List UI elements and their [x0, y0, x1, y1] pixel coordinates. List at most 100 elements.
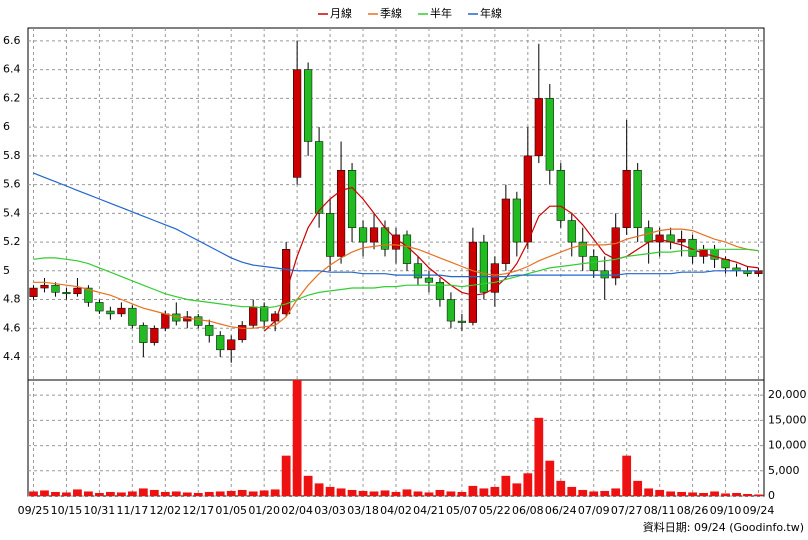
volume-bar	[347, 489, 357, 496]
volume-tick-label: 15,000	[768, 413, 807, 426]
candle-body	[545, 98, 554, 171]
y-tick-label: 4.6	[3, 321, 21, 334]
y-tick-label: 5.6	[3, 178, 21, 191]
candle-body	[622, 169, 631, 228]
y-tick-label: 6.4	[3, 63, 21, 76]
x-tick-label: 04/02	[380, 504, 412, 517]
candle-body	[611, 227, 620, 279]
candle-body	[73, 287, 82, 295]
volume-bar	[468, 485, 478, 496]
candle-body	[490, 263, 499, 293]
volume-bar	[589, 491, 599, 496]
candle-body	[534, 98, 543, 157]
volume-bar	[567, 486, 577, 496]
volume-bar	[248, 491, 258, 496]
candle-body	[128, 307, 137, 326]
volume-bar	[743, 493, 752, 496]
volume-bar	[578, 489, 588, 496]
volume-bar	[62, 492, 71, 496]
candle-body	[633, 169, 642, 228]
y-tick-label: 5.2	[3, 235, 21, 248]
y-tick-label: 4.8	[3, 293, 21, 306]
y-tick-label: 6.6	[3, 34, 21, 47]
x-tick-label: 09/10	[710, 504, 742, 517]
volume-bar	[655, 489, 665, 496]
y-tick-label: 4.4	[3, 350, 21, 363]
volume-bar	[622, 455, 632, 496]
candle-body	[194, 316, 203, 326]
y-tick-label: 5.4	[3, 206, 21, 219]
candle-body	[139, 325, 148, 343]
y-tick-label: 5.8	[3, 149, 21, 162]
volume-bar	[193, 492, 203, 496]
x-tick-label: 10/15	[51, 504, 83, 517]
volume-bar	[51, 491, 60, 496]
x-tick-label: 03/18	[347, 504, 379, 517]
volume-bar	[633, 480, 643, 496]
legend-label: 季線	[380, 6, 402, 20]
legend-label: 半年	[430, 6, 452, 20]
candle-body	[589, 256, 598, 272]
x-tick-label: 09/24	[743, 504, 775, 517]
candle-body	[51, 284, 60, 293]
x-tick-label: 03/03	[314, 504, 346, 517]
volume-bar	[424, 492, 434, 496]
volume-tick-label: 10,000	[768, 439, 807, 452]
y-tick-label: 6	[3, 120, 10, 133]
volume-bar	[699, 492, 708, 496]
volume-tick-label: 0	[768, 489, 775, 502]
volume-bar	[204, 491, 214, 496]
candle-body	[84, 287, 93, 303]
volume-bar	[523, 473, 533, 496]
candle-body	[95, 302, 104, 312]
volume-tick-label: 5,000	[768, 464, 800, 477]
candle-body	[106, 310, 115, 315]
volume-bar	[303, 475, 313, 496]
candle-body	[413, 263, 423, 279]
candle-body	[501, 198, 510, 264]
x-tick-label: 06/08	[512, 504, 544, 517]
candle-body	[117, 307, 126, 315]
y-tick-label: 5	[3, 264, 10, 277]
volume-bar	[369, 491, 379, 496]
candle-body	[512, 198, 521, 243]
candle-body	[358, 227, 368, 243]
candle-body	[677, 238, 686, 243]
volume-bar	[710, 491, 719, 496]
volume-tick-label: 20,000	[768, 388, 807, 401]
candle-body	[205, 325, 214, 336]
volume-bar	[721, 493, 730, 496]
volume-bar	[40, 490, 49, 496]
volume-bar	[501, 475, 511, 496]
ma-line	[33, 228, 759, 329]
candle-body	[238, 325, 247, 341]
volume-bar	[644, 488, 654, 496]
candle-body	[150, 328, 159, 343]
candle-body	[315, 141, 324, 214]
legend-label: 月線	[330, 6, 352, 20]
volume-bar	[479, 488, 489, 496]
legend-label: 年線	[480, 6, 502, 20]
volume-bar	[534, 417, 544, 496]
x-tick-label: 07/09	[578, 504, 610, 517]
candle-body	[754, 270, 763, 274]
x-tick-label: 05/07	[446, 504, 478, 517]
volume-bar	[73, 489, 82, 496]
x-tick-label: 06/24	[545, 504, 577, 517]
x-tick-label: 10/31	[84, 504, 116, 517]
candle-body	[523, 155, 532, 243]
candle-body	[369, 227, 379, 243]
volume-bar	[138, 488, 148, 496]
candle-body	[655, 234, 664, 243]
volume-bar	[29, 491, 38, 496]
volume-bar	[314, 483, 324, 496]
volume-bar	[281, 455, 291, 496]
ma-line	[33, 172, 759, 278]
ma-line	[33, 248, 759, 309]
x-tick-label: 09/25	[18, 504, 50, 517]
candle-body	[446, 299, 456, 322]
candle-body	[600, 270, 609, 279]
candle-body	[468, 241, 477, 323]
y-tick-label: 6.2	[3, 91, 21, 104]
